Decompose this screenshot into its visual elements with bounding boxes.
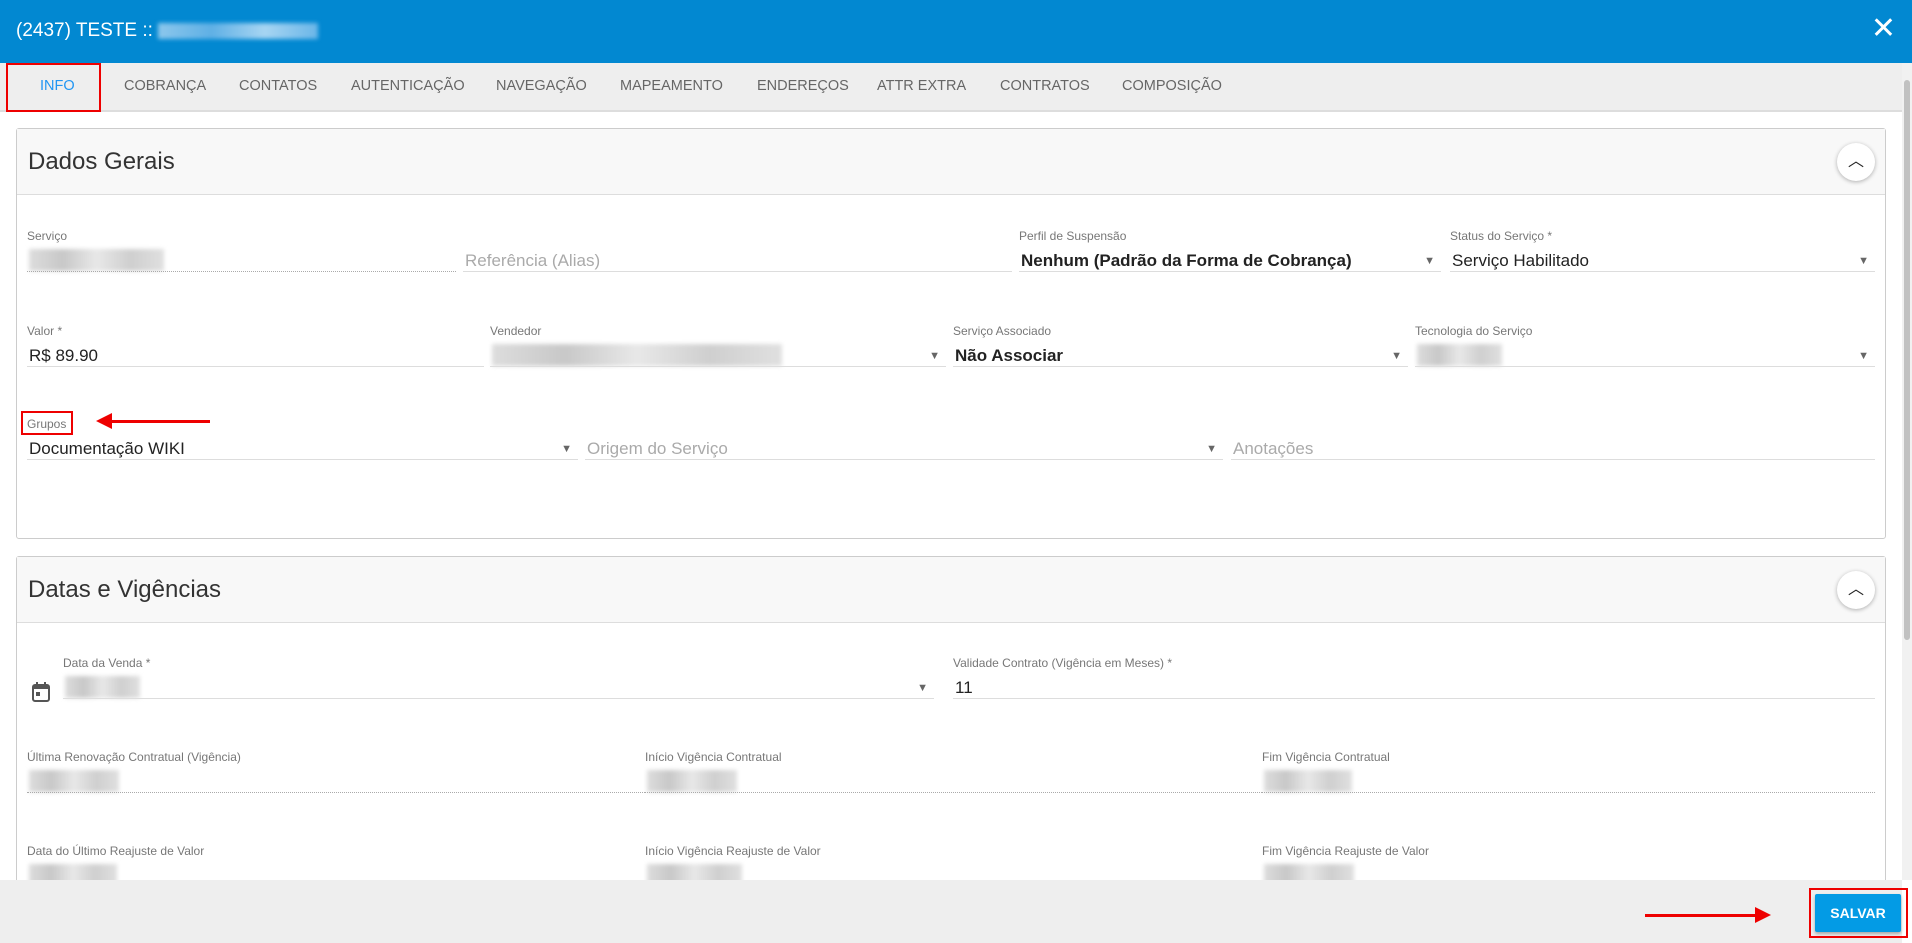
field-label: Última Renovação Contratual (Vigência) [27, 750, 241, 764]
annotation-arrow-save [1645, 907, 1771, 923]
tab-cobranca[interactable]: COBRANÇA [124, 78, 207, 94]
tab-navegacao[interactable]: NAVEGAÇÃO [496, 78, 587, 94]
tecnologia-select[interactable]: Tecnologia do Serviço ▼ [1415, 324, 1875, 370]
data-ultimo-reajuste-field: Data do Último Reajuste de Valor [27, 844, 645, 886]
chevron-up-icon[interactable]: ︿ [1837, 143, 1875, 181]
section-title: Datas e Vigências [28, 576, 222, 603]
inicio-vigencia-field: Início Vigência Contratual [645, 750, 1262, 796]
field-label: Fim Vigência Contratual [1262, 750, 1390, 764]
tab-contatos[interactable]: CONTATOS [239, 78, 318, 94]
redacted-value [1264, 770, 1352, 792]
field-label: Status do Serviço * [1450, 229, 1553, 243]
close-icon[interactable]: ✕ [1870, 12, 1896, 45]
tab-enderecos[interactable]: ENDEREÇOS [757, 78, 849, 94]
caret-down-icon: ▼ [1424, 255, 1435, 267]
save-button[interactable]: SALVAR [1815, 894, 1901, 932]
caret-down-icon: ▼ [1858, 255, 1869, 267]
title-text: (2437) TESTE :: [16, 20, 153, 41]
fim-reajuste-field: Fim Vigência Reajuste de Valor [1262, 844, 1875, 886]
field-label: Início Vigência Reajuste de Valor [645, 844, 821, 858]
redacted-value [647, 770, 737, 792]
card-dados-gerais: Dados Gerais ︿ [16, 128, 1886, 539]
field-label: Início Vigência Contratual [645, 750, 782, 764]
tab-mapeamento[interactable]: MAPEAMENTO [620, 78, 723, 94]
inicio-reajuste-field: Início Vigência Reajuste de Valor [645, 844, 1262, 886]
fim-vigencia-field: Fim Vigência Contratual [1262, 750, 1875, 796]
field-label: Perfil de Suspensão [1019, 229, 1127, 243]
caret-down-icon: ▼ [561, 443, 572, 455]
valor-input[interactable]: Valor * R$ 89.90 [27, 324, 484, 370]
field-value: Nenhum (Padrão da Forma de Cobrança) [1021, 251, 1352, 270]
dialog-title: (2437) TESTE :: [16, 20, 319, 42]
calendar-icon[interactable] [31, 681, 51, 703]
status-servico-select[interactable]: Status do Serviço * Serviço Habilitado ▼ [1450, 229, 1875, 275]
scrollbar-thumb[interactable] [1904, 80, 1910, 640]
redacted-value [29, 770, 119, 792]
tab-autenticacao[interactable]: AUTENTICAÇÃO [351, 78, 465, 94]
tab-composicao[interactable]: COMPOSIÇÃO [1122, 78, 1222, 94]
card-datas-vigencias: Datas e Vigências ︿ [16, 556, 1886, 896]
caret-down-icon: ▼ [1858, 350, 1869, 362]
anotacoes-input[interactable]: Anotações [1231, 417, 1875, 463]
servico-field: Serviço [27, 229, 456, 275]
field-value: Não Associar [955, 346, 1064, 365]
redacted-value [65, 676, 140, 698]
caret-down-icon: ▼ [1391, 350, 1402, 362]
annotation-arrow-grupos [96, 413, 210, 429]
redacted-title [158, 22, 319, 39]
field-label: Data da Venda * [63, 656, 151, 670]
tab-bar: INFO COBRANÇA CONTATOS AUTENTICAÇÃO NAVE… [0, 63, 1902, 112]
tab-contratos[interactable]: CONTRATOS [1000, 78, 1090, 94]
field-value: Documentação WIKI [29, 439, 185, 458]
ultima-renovacao-field: Última Renovação Contratual (Vigência) [27, 750, 645, 796]
field-label: Validade Contrato (Vigência em Meses) * [953, 656, 1172, 670]
caret-down-icon: ▼ [1206, 443, 1217, 455]
servico-associado-select[interactable]: Serviço Associado Não Associar ▼ [953, 324, 1408, 370]
placeholder: Origem do Serviço [587, 439, 728, 458]
redacted-value [29, 249, 164, 271]
placeholder: Anotações [1233, 439, 1314, 458]
tab-info[interactable]: INFO [40, 78, 75, 94]
annotation-box-info [6, 63, 101, 112]
perfil-suspensao-select[interactable]: Perfil de Suspensão Nenhum (Padrão da Fo… [1019, 229, 1441, 275]
grupos-select[interactable]: Grupos Documentação WIKI ▼ [27, 417, 578, 463]
field-label: Grupos [27, 417, 67, 431]
validade-contrato-input[interactable]: Validade Contrato (Vigência em Meses) * … [953, 656, 1875, 702]
field-label: Tecnologia do Serviço [1415, 324, 1533, 338]
vendedor-select[interactable]: Vendedor ▼ [490, 324, 946, 370]
dialog-header: (2437) TESTE :: ✕ [0, 0, 1912, 63]
field-label: Vendedor [490, 324, 542, 338]
annotation-box-save [1809, 888, 1908, 938]
field-value: R$ 89.90 [29, 346, 98, 365]
field-value: 11 [955, 678, 973, 697]
origem-servico-select[interactable]: Origem do Serviço ▼ [585, 417, 1223, 463]
chevron-up-icon[interactable]: ︿ [1837, 571, 1875, 609]
data-venda-input[interactable]: Data da Venda * ▼ [63, 656, 934, 702]
field-label: Fim Vigência Reajuste de Valor [1262, 844, 1429, 858]
redacted-value [1417, 344, 1502, 366]
referencia-input[interactable]: Referência (Alias) [463, 229, 1012, 275]
field-label: Serviço [27, 229, 68, 243]
section-title: Dados Gerais [28, 148, 175, 175]
dialog-footer [0, 880, 1902, 943]
redacted-value [492, 344, 782, 366]
field-label: Data do Último Reajuste de Valor [27, 844, 205, 858]
placeholder: Referência (Alias) [465, 251, 601, 270]
caret-down-icon: ▼ [917, 682, 928, 694]
tab-attr-extra[interactable]: ATTR EXTRA [877, 78, 967, 94]
field-value: Serviço Habilitado [1452, 251, 1590, 270]
field-label: Valor * [27, 324, 63, 338]
caret-down-icon: ▼ [929, 350, 940, 362]
field-label: Serviço Associado [953, 324, 1052, 338]
annotation-box-grupos [21, 411, 73, 435]
